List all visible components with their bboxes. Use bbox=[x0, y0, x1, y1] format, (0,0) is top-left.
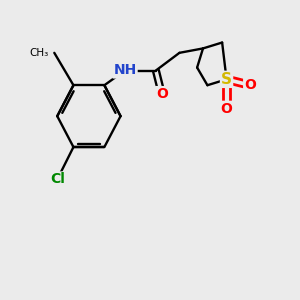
Text: NH: NH bbox=[113, 64, 136, 77]
Text: Cl: Cl bbox=[50, 172, 65, 186]
Text: CH₃: CH₃ bbox=[29, 48, 48, 58]
Text: O: O bbox=[156, 87, 168, 101]
Text: O: O bbox=[220, 102, 232, 116]
Text: O: O bbox=[244, 78, 256, 92]
Text: S: S bbox=[221, 72, 232, 87]
